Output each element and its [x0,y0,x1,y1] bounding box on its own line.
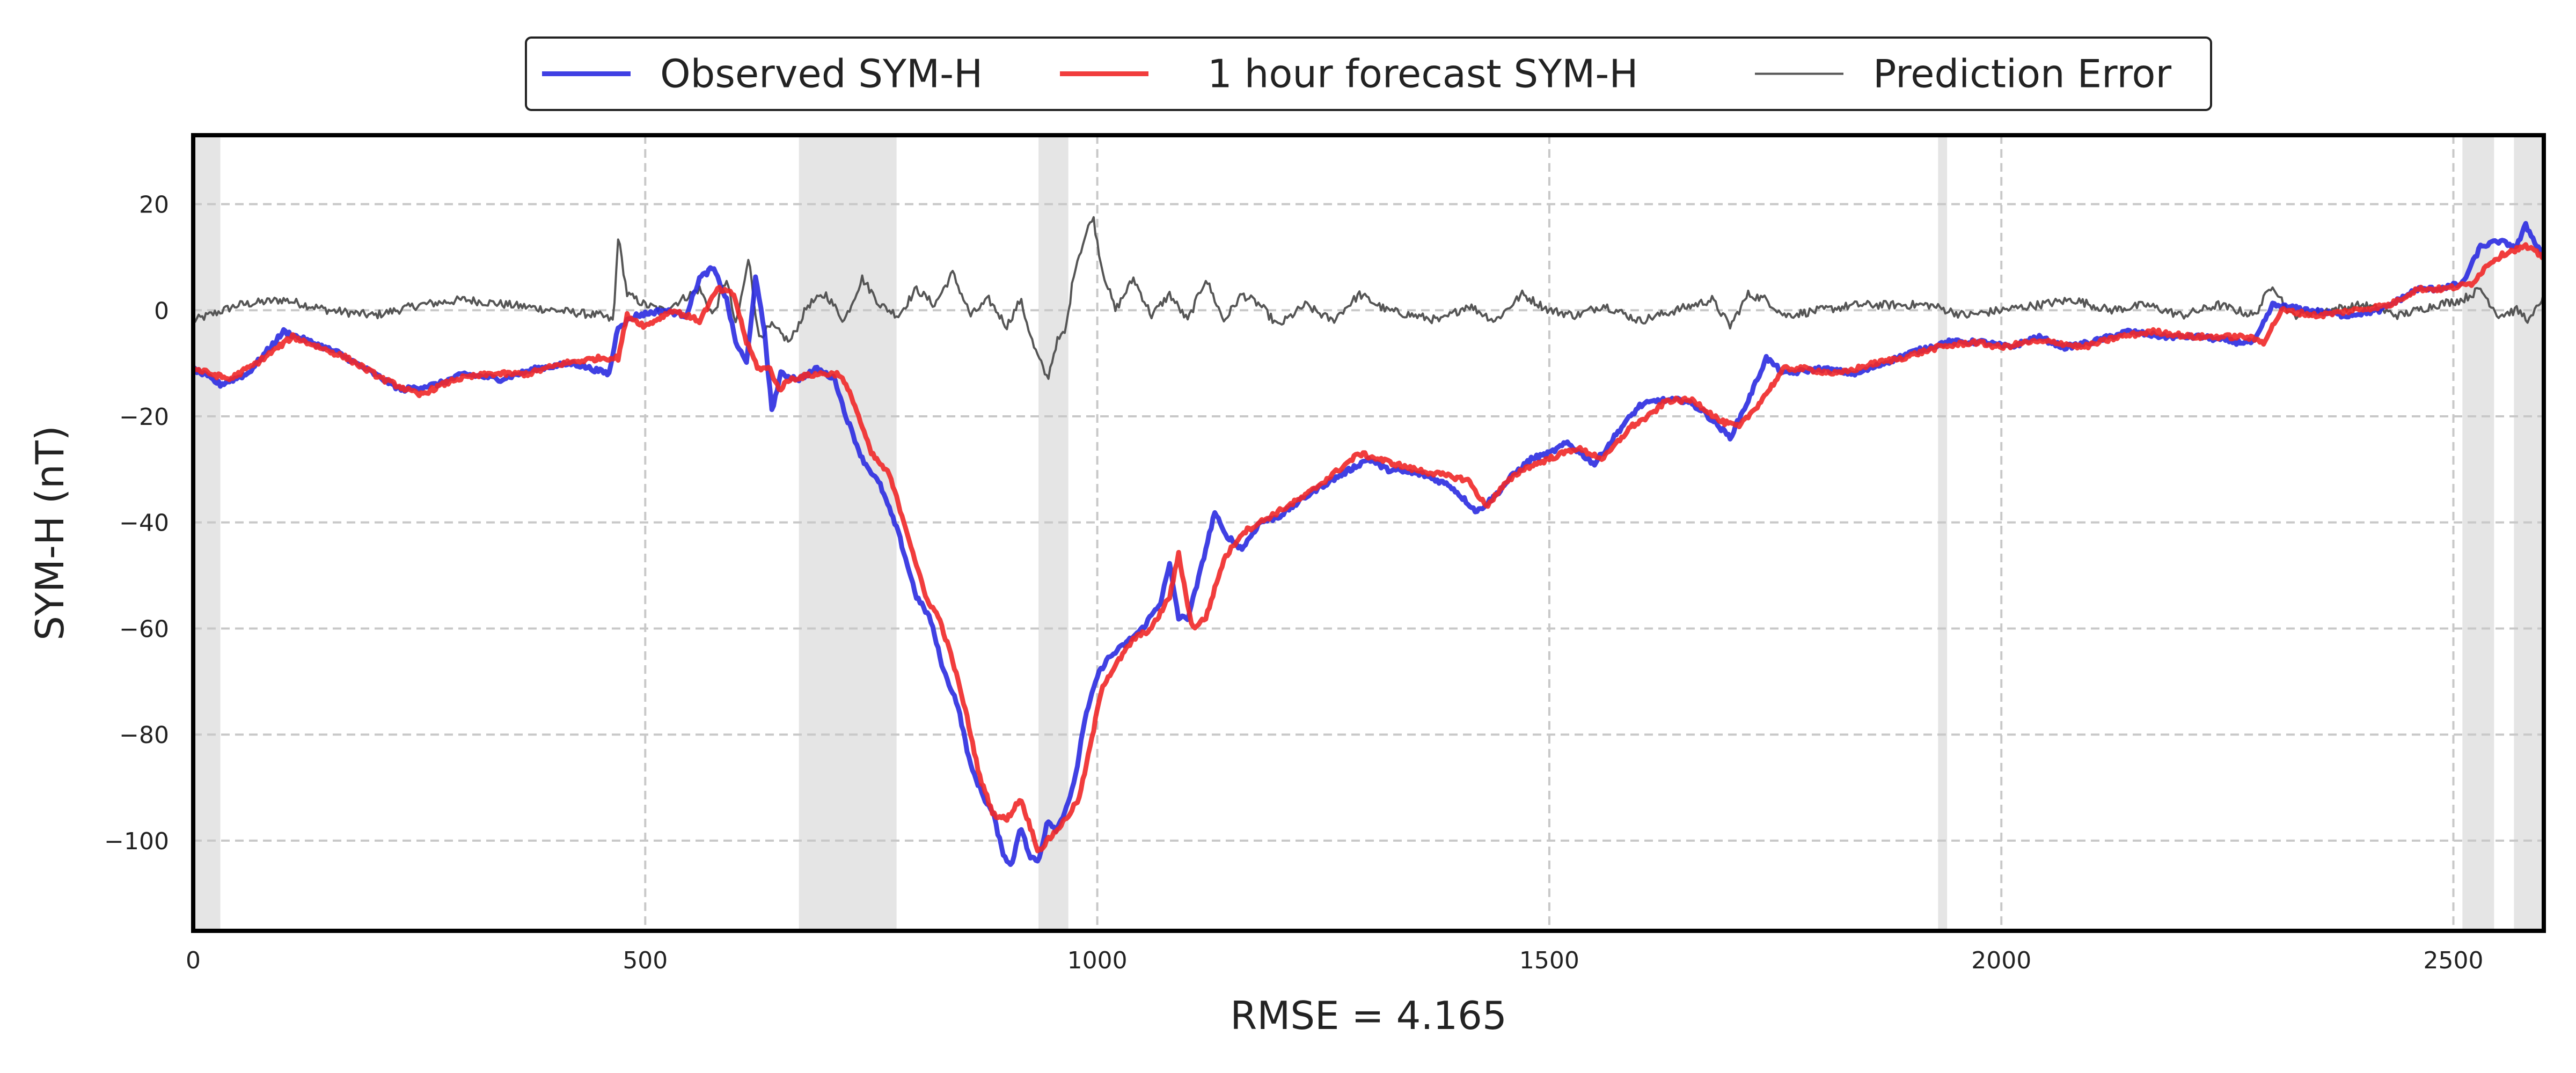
x-axis: 0 500 1000 1500 2000 2500 [186,947,2484,974]
legend-label: Observed SYM-H [660,52,983,97]
x-tick-label: 1500 [1519,947,1579,974]
y-tick-label: 20 [139,192,169,219]
shaded-region [193,135,221,931]
legend-label: 1 hour forecast SYM-H [1208,52,1638,97]
y-tick-label: −60 [119,615,169,643]
y-tick-label: 0 [154,297,169,325]
y-tick-label: −20 [119,403,169,431]
x-tick-label: 2500 [2424,947,2484,974]
shaded-region [2514,135,2544,931]
y-axis: −100 −80 −60 −40 −20 0 20 [104,192,169,855]
legend-box [525,36,2212,111]
series-layer [191,216,2546,867]
series-line-prediction-error [192,216,2545,380]
plot-frame [191,133,2546,933]
x-tick-label: 2000 [1971,947,2031,974]
shaded-region [1038,135,1069,931]
y-tick-label: −40 [119,510,169,537]
grid [193,135,2544,931]
series-line-1-hour-forecast-sym-h [192,242,2545,854]
shaded-regions [193,135,2544,931]
y-tick-label: −80 [119,722,169,749]
legend-label: Prediction Error [1873,52,2171,97]
legend: Observed SYM-H 1 hour forecast SYM-H Predi… [525,36,2212,111]
y-tick-label: −100 [104,828,169,855]
x-tick-label: 0 [186,947,201,974]
x-tick-label: 1000 [1067,947,1128,974]
shaded-region [1938,135,1948,931]
series-line-observed-sym-h [191,221,2546,867]
y-axis-label: SYM-H (nT) [27,425,72,641]
x-axis-label: RMSE = 4.165 [1230,993,1507,1038]
x-tick-label: 500 [623,947,668,974]
shaded-region [799,135,897,931]
